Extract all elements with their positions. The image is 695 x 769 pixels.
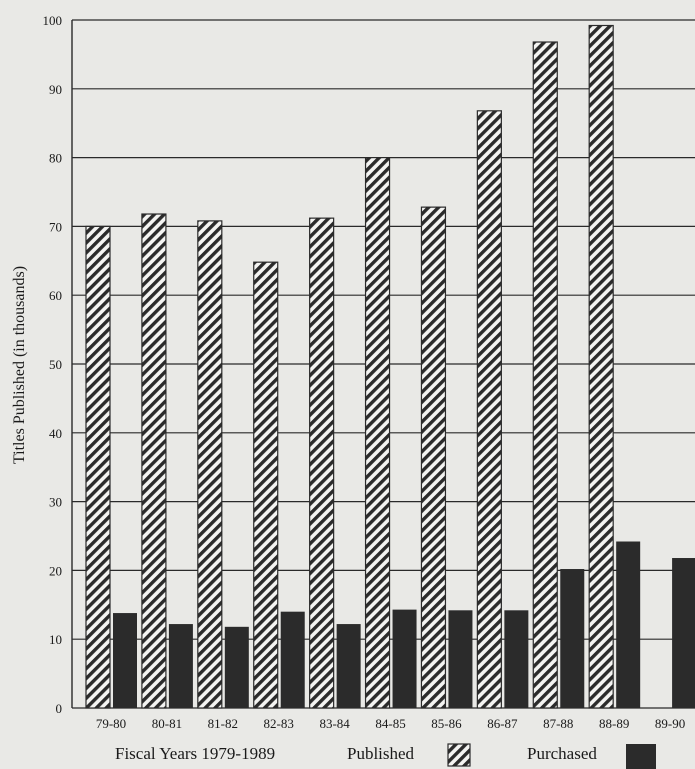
bar-published-84-85 bbox=[364, 157, 391, 709]
legend-label-purchased: Purchased bbox=[527, 744, 597, 763]
legend-label-published: Published bbox=[347, 744, 415, 763]
bar-published-87-88 bbox=[532, 41, 558, 709]
bar-purchased-83-84 bbox=[336, 624, 361, 708]
bar-purchased-86-87 bbox=[504, 610, 529, 708]
y-tick-label: 10 bbox=[49, 632, 62, 647]
legend-swatch-purchased bbox=[626, 744, 656, 769]
bar-published-88-89 bbox=[588, 24, 614, 709]
y-tick-label: 50 bbox=[49, 357, 62, 372]
y-tick-label: 40 bbox=[49, 426, 62, 441]
x-tick-label: 87-88 bbox=[543, 716, 573, 731]
bar-purchased-88-89 bbox=[616, 541, 641, 708]
y-tick-label: 70 bbox=[49, 219, 62, 234]
legend-swatch-published bbox=[447, 743, 471, 767]
y-tick-label: 100 bbox=[43, 13, 63, 28]
bar-purchased-87-88 bbox=[560, 569, 585, 708]
x-tick-label: 82-83 bbox=[264, 716, 294, 731]
bar-published-83-84 bbox=[309, 217, 335, 709]
x-tick-label: 81-82 bbox=[208, 716, 238, 731]
y-tick-label: 90 bbox=[49, 82, 62, 97]
bar-published-82-83 bbox=[253, 261, 279, 709]
bar-purchased-84-85 bbox=[392, 609, 417, 708]
bar-purchased-80-81 bbox=[168, 624, 193, 708]
x-tick-label: 79-80 bbox=[96, 716, 126, 731]
bar-purchased-82-83 bbox=[280, 611, 305, 708]
bar-purchased-81-82 bbox=[224, 626, 249, 708]
bar-purchased-85-86 bbox=[448, 610, 473, 708]
bar-published-86-87 bbox=[476, 110, 502, 709]
y-tick-label: 20 bbox=[49, 563, 62, 578]
bar-published-79-80 bbox=[85, 225, 111, 709]
y-tick-label: 60 bbox=[49, 288, 62, 303]
bar-published-81-82 bbox=[197, 220, 223, 709]
y-tick-label: 0 bbox=[56, 701, 63, 716]
x-tick-label: 86-87 bbox=[487, 716, 518, 731]
bar-published-85-86 bbox=[420, 206, 447, 709]
x-tick-label: 88-89 bbox=[599, 716, 629, 731]
x-tick-label: 83-84 bbox=[319, 716, 350, 731]
y-tick-label: 80 bbox=[49, 151, 62, 166]
bar-purchased-89-90 bbox=[672, 558, 695, 708]
x-tick-label: 85-86 bbox=[431, 716, 462, 731]
x-tick-label: 84-85 bbox=[375, 716, 405, 731]
y-axis-label: Titles Published (in thousands) bbox=[11, 266, 28, 464]
y-tick-label: 30 bbox=[49, 495, 62, 510]
bar-purchased-79-80 bbox=[113, 613, 137, 708]
x-tick-label: 80-81 bbox=[152, 716, 182, 731]
bar-published-80-81 bbox=[141, 213, 167, 709]
x-tick-label: 89-90 bbox=[655, 716, 685, 731]
x-axis-label: Fiscal Years 1979-1989 bbox=[115, 744, 275, 763]
